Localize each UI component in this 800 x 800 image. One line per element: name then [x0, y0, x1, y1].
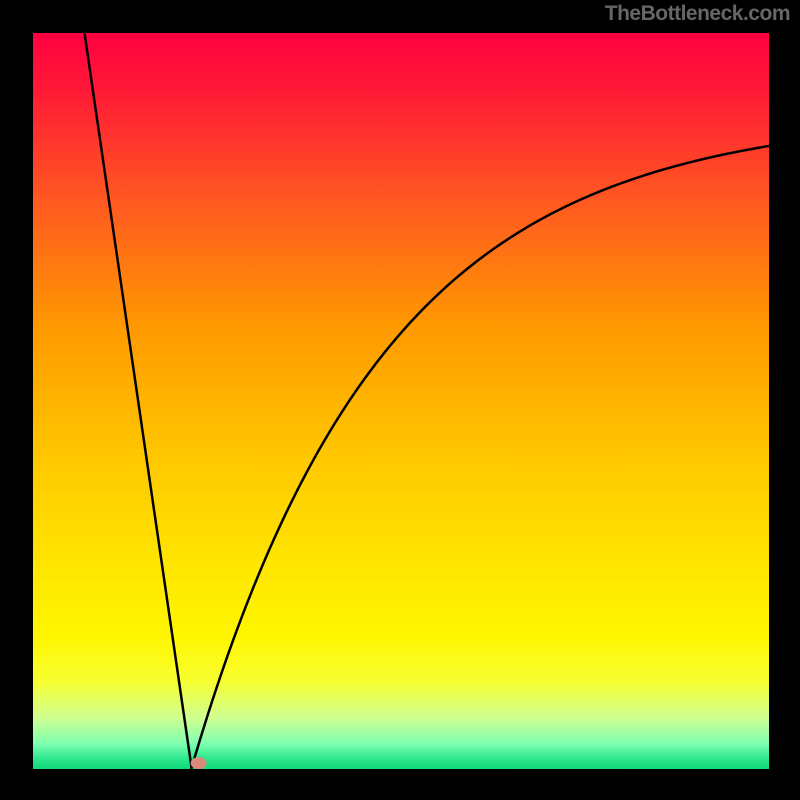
curve-path: [85, 33, 769, 769]
plot-area: [33, 33, 769, 769]
curve-layer: [33, 33, 769, 769]
image-root: TheBottleneck.com: [0, 0, 800, 800]
watermark-text: TheBottleneck.com: [605, 2, 790, 26]
marker-dot: [191, 757, 207, 769]
